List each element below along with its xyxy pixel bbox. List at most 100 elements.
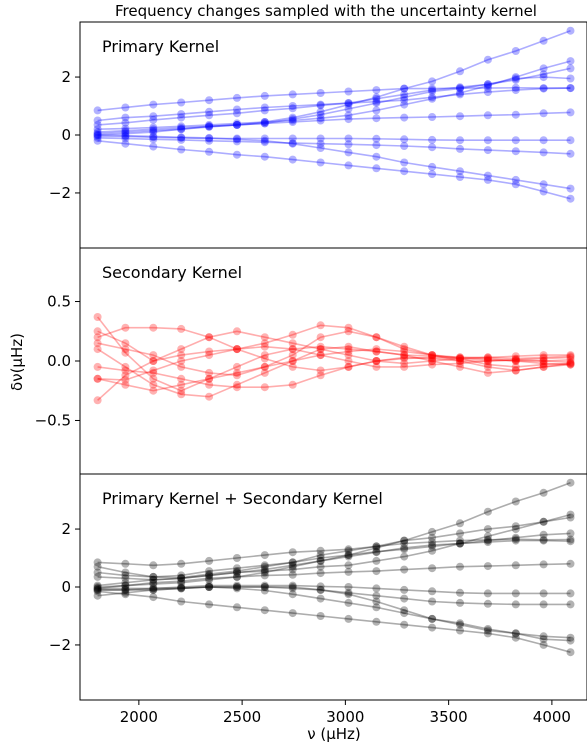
series-line — [97, 29, 571, 135]
data-point — [511, 366, 520, 375]
data-point — [177, 584, 186, 593]
data-point — [149, 585, 158, 594]
data-point — [428, 170, 437, 179]
data-point — [372, 547, 381, 556]
data-point — [233, 581, 241, 590]
data-point — [177, 380, 186, 389]
data-point — [400, 545, 409, 554]
data-point — [233, 584, 241, 593]
data-point — [121, 371, 130, 380]
panel-1-series-2 — [93, 84, 575, 125]
panel-label: Primary Kernel + Secondary Kernel — [102, 489, 383, 508]
data-point — [288, 561, 297, 570]
data-point — [400, 167, 409, 176]
panel-2-series-1 — [93, 313, 575, 395]
data-point — [566, 108, 575, 117]
data-point — [483, 538, 492, 547]
data-point — [316, 569, 325, 578]
data-point — [288, 357, 297, 365]
data-point — [344, 134, 353, 143]
data-point — [288, 155, 297, 164]
data-point — [344, 357, 353, 365]
data-point — [288, 330, 297, 339]
data-point — [344, 362, 353, 371]
data-point — [177, 362, 186, 371]
panel-3-series-7 — [93, 559, 575, 593]
data-point — [456, 354, 464, 363]
data-point — [121, 129, 130, 138]
data-point — [121, 139, 130, 148]
data-point — [316, 351, 325, 360]
data-point — [428, 546, 437, 555]
data-point — [400, 135, 409, 144]
data-point — [233, 572, 241, 581]
data-point — [400, 620, 409, 629]
data-point — [400, 606, 409, 615]
data-point — [149, 125, 158, 134]
data-point — [121, 323, 130, 332]
data-point — [344, 545, 353, 554]
series-line — [97, 516, 571, 579]
data-point — [233, 371, 241, 380]
panel-3-series-1 — [93, 535, 575, 570]
data-point — [344, 552, 353, 561]
data-point — [511, 75, 520, 84]
data-point — [288, 558, 297, 567]
data-point — [511, 536, 520, 545]
data-point — [121, 584, 130, 593]
data-point — [205, 96, 214, 105]
data-point — [483, 353, 492, 362]
data-point — [93, 558, 102, 567]
data-point — [205, 556, 214, 565]
series-line — [97, 140, 571, 200]
series-line — [97, 586, 571, 606]
data-point — [400, 536, 409, 545]
data-point — [177, 133, 186, 142]
y-tick-label: −0.5 — [35, 411, 71, 429]
data-point — [121, 574, 130, 583]
data-point — [177, 125, 186, 134]
data-point — [372, 99, 381, 108]
data-point — [177, 577, 186, 586]
data-point — [205, 122, 214, 131]
series-line — [97, 348, 571, 392]
data-point — [511, 600, 520, 609]
data-point — [428, 84, 437, 93]
data-point — [288, 116, 297, 125]
data-point — [149, 580, 158, 589]
data-point — [316, 594, 325, 603]
data-point — [260, 152, 269, 161]
data-point — [539, 362, 548, 371]
data-point — [400, 585, 409, 594]
data-point — [428, 623, 437, 632]
data-point — [483, 536, 492, 545]
data-point — [260, 568, 269, 577]
data-point — [316, 134, 325, 143]
data-point — [93, 568, 102, 577]
panel-3-series-10 — [93, 583, 575, 645]
data-point — [260, 561, 269, 570]
data-point — [539, 180, 548, 189]
panel-2-series-7 — [93, 345, 575, 395]
series-line — [97, 563, 571, 590]
data-point — [316, 345, 325, 354]
data-point — [483, 111, 492, 120]
x-axis-label: ν (μHz) — [307, 725, 361, 743]
data-point — [428, 587, 437, 596]
data-point — [483, 136, 492, 145]
y-tick-label: 0.5 — [47, 293, 71, 311]
data-point — [511, 136, 520, 145]
data-point — [566, 478, 575, 487]
series-line — [97, 135, 571, 141]
data-point — [456, 84, 464, 93]
data-point — [539, 517, 548, 526]
data-point — [316, 345, 325, 354]
data-point — [288, 362, 297, 371]
panel-1-series-8 — [93, 132, 575, 145]
data-point — [93, 120, 102, 129]
data-point — [456, 353, 464, 362]
data-point — [344, 590, 353, 599]
data-point — [566, 359, 575, 368]
data-point — [511, 180, 520, 189]
series-line — [97, 356, 571, 389]
